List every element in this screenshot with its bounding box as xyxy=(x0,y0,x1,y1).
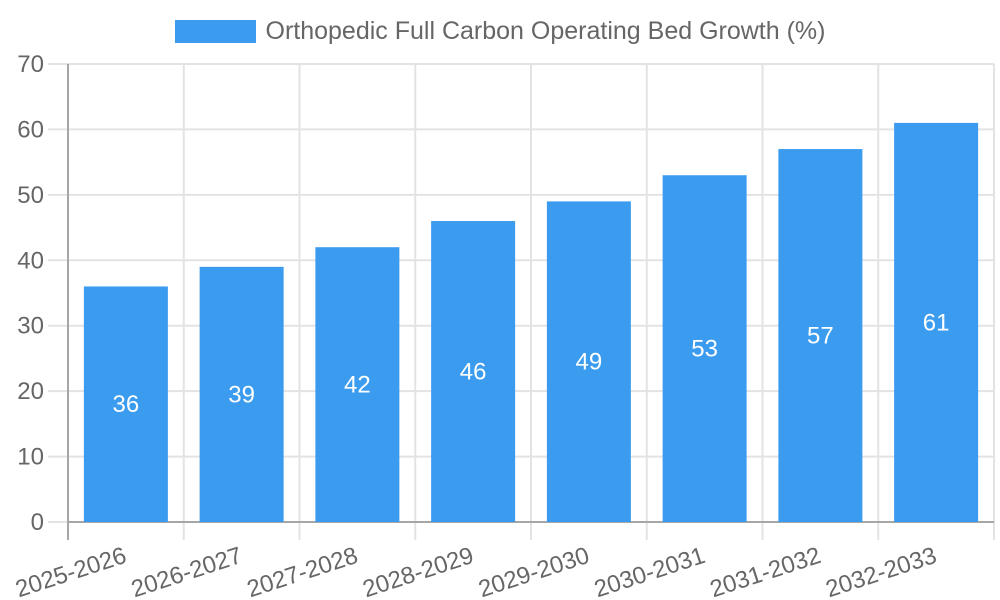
x-axis-tick-label: 2029-2030 xyxy=(475,542,593,600)
bar-2025-2026[interactable] xyxy=(83,286,168,522)
bar-value-label: 49 xyxy=(576,349,603,376)
legend-label: Orthopedic Full Carbon Operating Bed Gro… xyxy=(265,16,826,45)
y-axis-tick-label: 60 xyxy=(17,116,44,143)
bar-2026-2027[interactable] xyxy=(199,266,284,522)
bar-value-label: 39 xyxy=(228,381,255,408)
y-axis-tick-label: 10 xyxy=(17,444,44,471)
y-axis-tick-label: 30 xyxy=(17,313,44,340)
y-axis-tick-label: 70 xyxy=(17,51,44,78)
x-axis-tick-label: 2032-2033 xyxy=(822,542,940,600)
y-axis-tick-label: 50 xyxy=(17,182,44,209)
y-axis-tick-label: 0 xyxy=(31,509,44,536)
x-axis-tick-label: 2025-2026 xyxy=(12,542,130,600)
bar-value-label: 36 xyxy=(113,391,140,418)
x-axis-tick-label: 2027-2028 xyxy=(244,542,362,600)
chart-legend[interactable]: Orthopedic Full Carbon Operating Bed Gro… xyxy=(0,17,1000,45)
bar-2031-2032[interactable] xyxy=(778,149,863,523)
bar-2032-2033[interactable] xyxy=(894,122,979,522)
y-axis-tick-label: 20 xyxy=(17,378,44,405)
bar-2028-2029[interactable] xyxy=(431,221,516,522)
bar-value-labels: 36 39 42 46 49 53 57 61 xyxy=(113,309,950,418)
y-axis-tick-labels: 0 10 20 30 40 50 60 70 xyxy=(17,51,44,536)
bar-value-label: 42 xyxy=(344,372,371,399)
bar-2029-2030[interactable] xyxy=(546,201,631,522)
x-axis-tick-label: 2028-2029 xyxy=(359,542,477,600)
bar-2027-2028[interactable] xyxy=(315,247,400,522)
bar-value-label: 46 xyxy=(460,359,487,386)
y-axis-tick-label: 40 xyxy=(17,247,44,274)
x-axis-tick-label: 2026-2027 xyxy=(128,542,246,600)
legend-swatch xyxy=(174,19,256,43)
bar-2030-2031[interactable] xyxy=(662,175,747,522)
bars xyxy=(83,122,979,523)
bar-value-label: 53 xyxy=(691,336,718,363)
bar-value-label: 57 xyxy=(807,323,834,350)
x-axis-tick-label: 2031-2032 xyxy=(707,542,825,600)
x-axis-tick-labels: 2025-20262026-20272027-20282028-20292029… xyxy=(12,542,940,600)
bar-value-label: 61 xyxy=(923,309,950,336)
x-axis-tick-label: 2030-2031 xyxy=(591,542,709,600)
